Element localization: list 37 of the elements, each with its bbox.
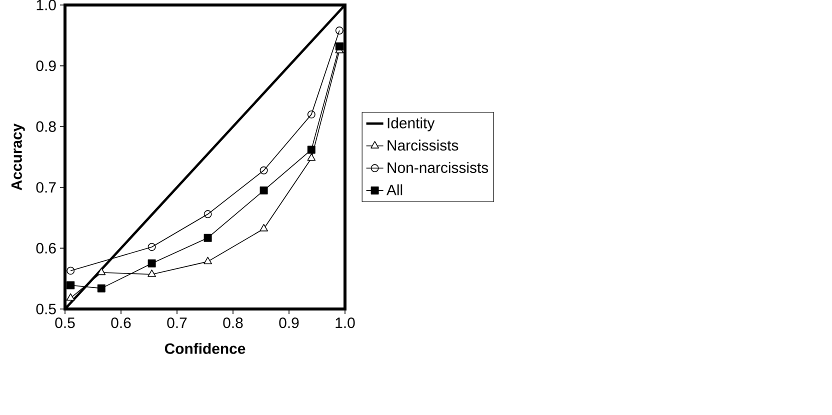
point (307, 153, 316, 161)
x-tick-label: 0.6 (111, 318, 131, 328)
point (97, 284, 106, 292)
point (204, 210, 212, 218)
legend-label: Narcissists (388, 140, 458, 151)
y-tick-label: 0.6 (36, 242, 56, 254)
point (66, 266, 75, 275)
y-tick-label: 1.0 (36, 0, 56, 10)
point (204, 234, 212, 242)
point (204, 256, 212, 264)
x-tick-label: 0.5 (55, 318, 75, 328)
point (260, 166, 268, 174)
legend-label: Identity (388, 117, 435, 132)
y-tick-label: 0.7 (36, 182, 56, 193)
x-tick-label: 0.8 (223, 318, 243, 328)
point (307, 146, 316, 154)
point (97, 268, 106, 276)
y-tick-label: 0.9 (36, 60, 56, 72)
point (148, 270, 156, 277)
point (335, 42, 344, 50)
x-tick-label: 0.9 (279, 318, 299, 328)
point (148, 259, 156, 268)
y-tick-label: 0.5 (36, 304, 56, 314)
point (260, 224, 268, 232)
point (260, 186, 268, 194)
x-tick-label: 0.7 (167, 318, 187, 328)
point (148, 243, 156, 251)
y-tick-label: 0.8 (36, 121, 56, 132)
point (66, 293, 75, 301)
y-axis-title: Accuracy (11, 123, 25, 190)
x-axis-title: Confidence (164, 342, 246, 354)
point (307, 110, 316, 118)
legend-label: Non-narcissists (388, 162, 488, 173)
point (335, 26, 344, 35)
x-tick-label: 1.0 (336, 318, 355, 328)
legend-label: All (386, 184, 402, 196)
point (66, 281, 75, 290)
